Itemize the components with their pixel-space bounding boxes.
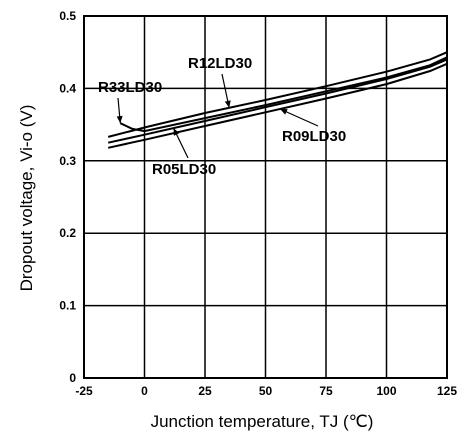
series-label-r05ld30: R05LD30 bbox=[152, 161, 216, 178]
x-tick-label: 100 bbox=[376, 384, 396, 398]
y-tick-label: 0.2 bbox=[59, 226, 76, 240]
x-tick-label: 50 bbox=[259, 384, 273, 398]
x-tick-label: 75 bbox=[319, 384, 333, 398]
series-line-r05ld30 bbox=[107, 58, 448, 144]
x-axis-label: Junction temperature, TJ (℃) bbox=[151, 412, 374, 431]
arrowhead-r05ld30 bbox=[173, 128, 180, 136]
series-lines bbox=[107, 51, 448, 149]
x-tick-labels: -25 0 25 50 75 100 125 bbox=[75, 384, 457, 398]
y-tick-labels: 0 0.1 0.2 0.3 0.4 0.5 bbox=[59, 9, 76, 385]
x-tick-label: 125 bbox=[437, 384, 457, 398]
y-tick-label: 0 bbox=[69, 371, 76, 385]
y-tick-label: 0.3 bbox=[59, 154, 76, 168]
arrowhead-r12ld30 bbox=[224, 100, 231, 108]
x-tick-label: -25 bbox=[75, 384, 93, 398]
y-axis-label: Dropout voltage, Vi-o (V) bbox=[17, 105, 36, 292]
y-tick-label: 0.4 bbox=[59, 81, 76, 95]
y-tick-label: 0.1 bbox=[59, 299, 76, 313]
x-tick-label: 0 bbox=[141, 384, 148, 398]
arrowhead-r09ld30 bbox=[280, 108, 288, 115]
arrowhead-r33ld30 bbox=[116, 115, 123, 124]
x-tick-label: 25 bbox=[198, 384, 212, 398]
series-label-r33ld30: R33LD30 bbox=[98, 79, 162, 96]
series-line-r33ld30 bbox=[119, 56, 448, 133]
y-tick-label: 0.5 bbox=[59, 9, 76, 23]
plot-frame bbox=[83, 15, 448, 379]
series-label-r12ld30: R12LD30 bbox=[188, 55, 252, 72]
series-line-r12ld30 bbox=[107, 51, 448, 138]
series-line-r09ld30 bbox=[107, 62, 448, 149]
series-labels: R12LD30 R33LD30 R05LD30 R09LD30 bbox=[98, 55, 346, 178]
series-label-r09ld30: R09LD30 bbox=[282, 128, 346, 145]
